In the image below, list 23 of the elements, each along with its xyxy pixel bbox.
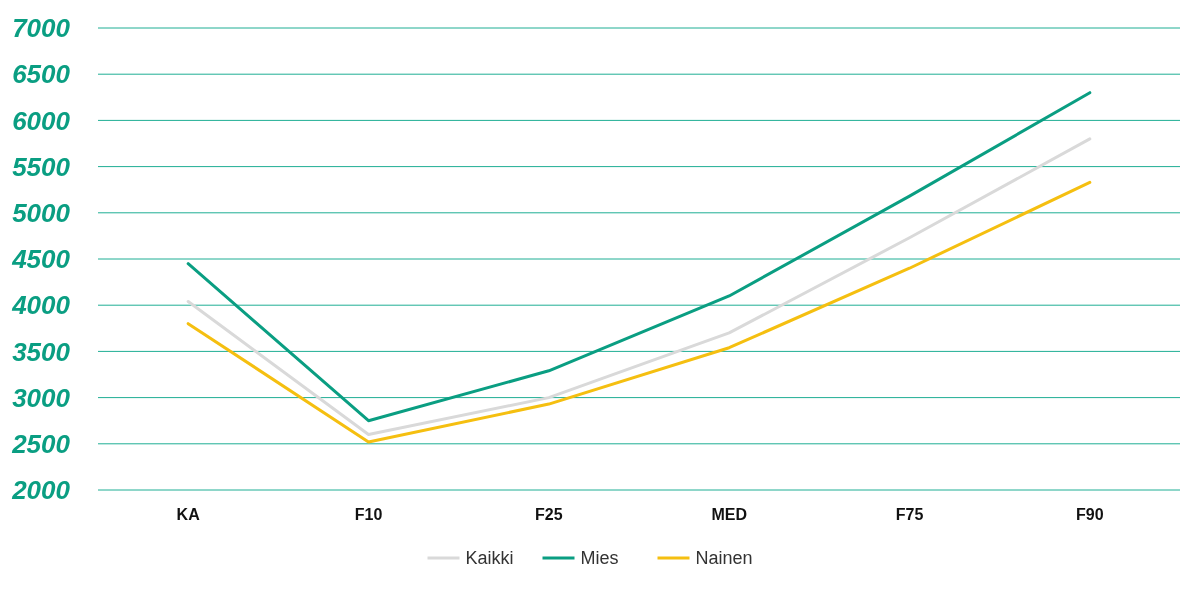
y-tick-label: 5500 — [12, 151, 71, 182]
y-tick-label: 2500 — [11, 428, 71, 459]
y-tick-label: 3500 — [12, 336, 71, 367]
x-tick-label: F75 — [895, 506, 924, 523]
x-tick-label: F10 — [354, 506, 383, 523]
y-tick-label: 3000 — [12, 382, 71, 413]
x-tick-label: F25 — [535, 506, 563, 523]
x-tick-label: MED — [711, 506, 747, 523]
y-tick-label: 4500 — [11, 244, 71, 275]
x-tick-label: KA — [176, 506, 201, 523]
y-tick-label: 4000 — [11, 290, 71, 321]
y-tick-label: 7000 — [12, 13, 71, 44]
line-series — [186, 137, 1092, 437]
y-tick-label: 2000 — [11, 475, 71, 506]
y-tick-label: 6000 — [12, 105, 71, 136]
line-series — [186, 91, 1092, 423]
y-tick-label: 6500 — [12, 59, 71, 90]
x-tick-label: F90 — [1076, 506, 1104, 523]
legend-label: Nainen — [695, 548, 753, 569]
line-series — [186, 180, 1092, 444]
y-tick-label: 5000 — [12, 197, 71, 228]
legend-label: Mies — [580, 548, 619, 569]
legend-label: Kaikki — [465, 548, 514, 569]
